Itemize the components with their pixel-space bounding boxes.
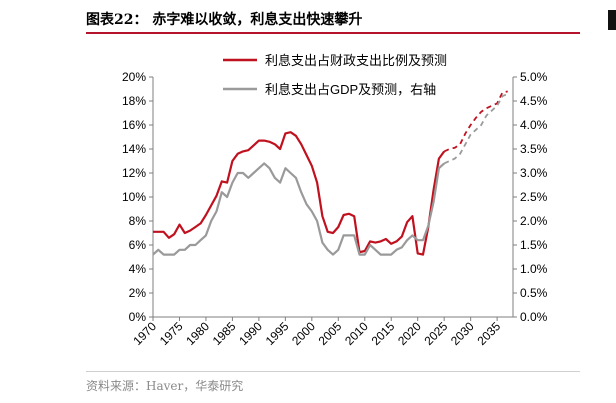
x-tick-label: 1995 [263, 319, 292, 348]
series-line-1 [153, 131, 446, 256]
left-tick-label: 4% [129, 262, 147, 276]
right-tick-label: 5.0% [520, 70, 548, 84]
x-tick-label: 1990 [236, 319, 265, 348]
x-tick-label: 1975 [157, 319, 186, 348]
chart-series [152, 90, 509, 256]
left-tick-label: 18% [122, 94, 146, 108]
source-note: 资料来源：Haver，华泰研究 [86, 379, 244, 393]
x-tick-label: 2010 [342, 319, 371, 348]
left-tick-label: 20% [122, 70, 146, 84]
chart-axes: 0% 2% 4% 6% 8% 10% 12% 14% 16% 18% 20% 0.0% 0.5% 1.0%… [122, 70, 548, 348]
series-forecast-line-2 [443, 92, 509, 165]
edge-mark [608, 10, 616, 30]
right-tick-label: 0.5% [520, 286, 548, 300]
left-tick-label: 12% [122, 166, 146, 180]
left-tick-label: 0% [129, 310, 147, 324]
right-tick-label: 2.0% [520, 214, 548, 228]
x-tick-label: 2020 [395, 319, 424, 348]
x-tick-label: 2035 [474, 319, 503, 348]
left-tick-label: 14% [122, 142, 146, 156]
left-tick-label: 2% [129, 286, 147, 300]
right-tick-label: 3.0% [520, 166, 548, 180]
x-tick-label: 1980 [183, 319, 212, 348]
right-tick-label: 0.0% [520, 310, 548, 324]
left-tick-label: 10% [122, 190, 146, 204]
x-tick-label: 2000 [289, 319, 318, 348]
right-tick-label: 4.5% [520, 94, 548, 108]
x-tick-label: 1985 [210, 319, 239, 348]
legend-label-1: 利息支出占财政支出比例及预测 [265, 53, 447, 68]
right-tick-label: 1.0% [520, 262, 548, 276]
x-tick-label: 2030 [448, 319, 477, 348]
right-tick-label: 2.5% [520, 190, 548, 204]
left-tick-label: 8% [129, 214, 147, 228]
x-tick-label: 2025 [422, 319, 451, 348]
x-tick-label: 2005 [316, 319, 345, 348]
legend-label-2: 利息支出占GDP及预测，右轴 [265, 82, 436, 97]
left-tick-label: 6% [129, 238, 147, 252]
chart-title: 图表22： 赤字难以收敛，利息支出快速攀升 [86, 12, 363, 28]
title-divider [86, 32, 580, 34]
series-forecast-line-1 [443, 90, 508, 153]
right-tick-label: 4.0% [520, 118, 548, 132]
left-tick-label: 16% [122, 118, 146, 132]
x-tick-label: 2015 [369, 319, 398, 348]
right-tick-label: 3.5% [520, 142, 548, 156]
series-line-2 [152, 162, 445, 256]
right-tick-label: 1.5% [520, 238, 548, 252]
source-divider [86, 371, 580, 372]
